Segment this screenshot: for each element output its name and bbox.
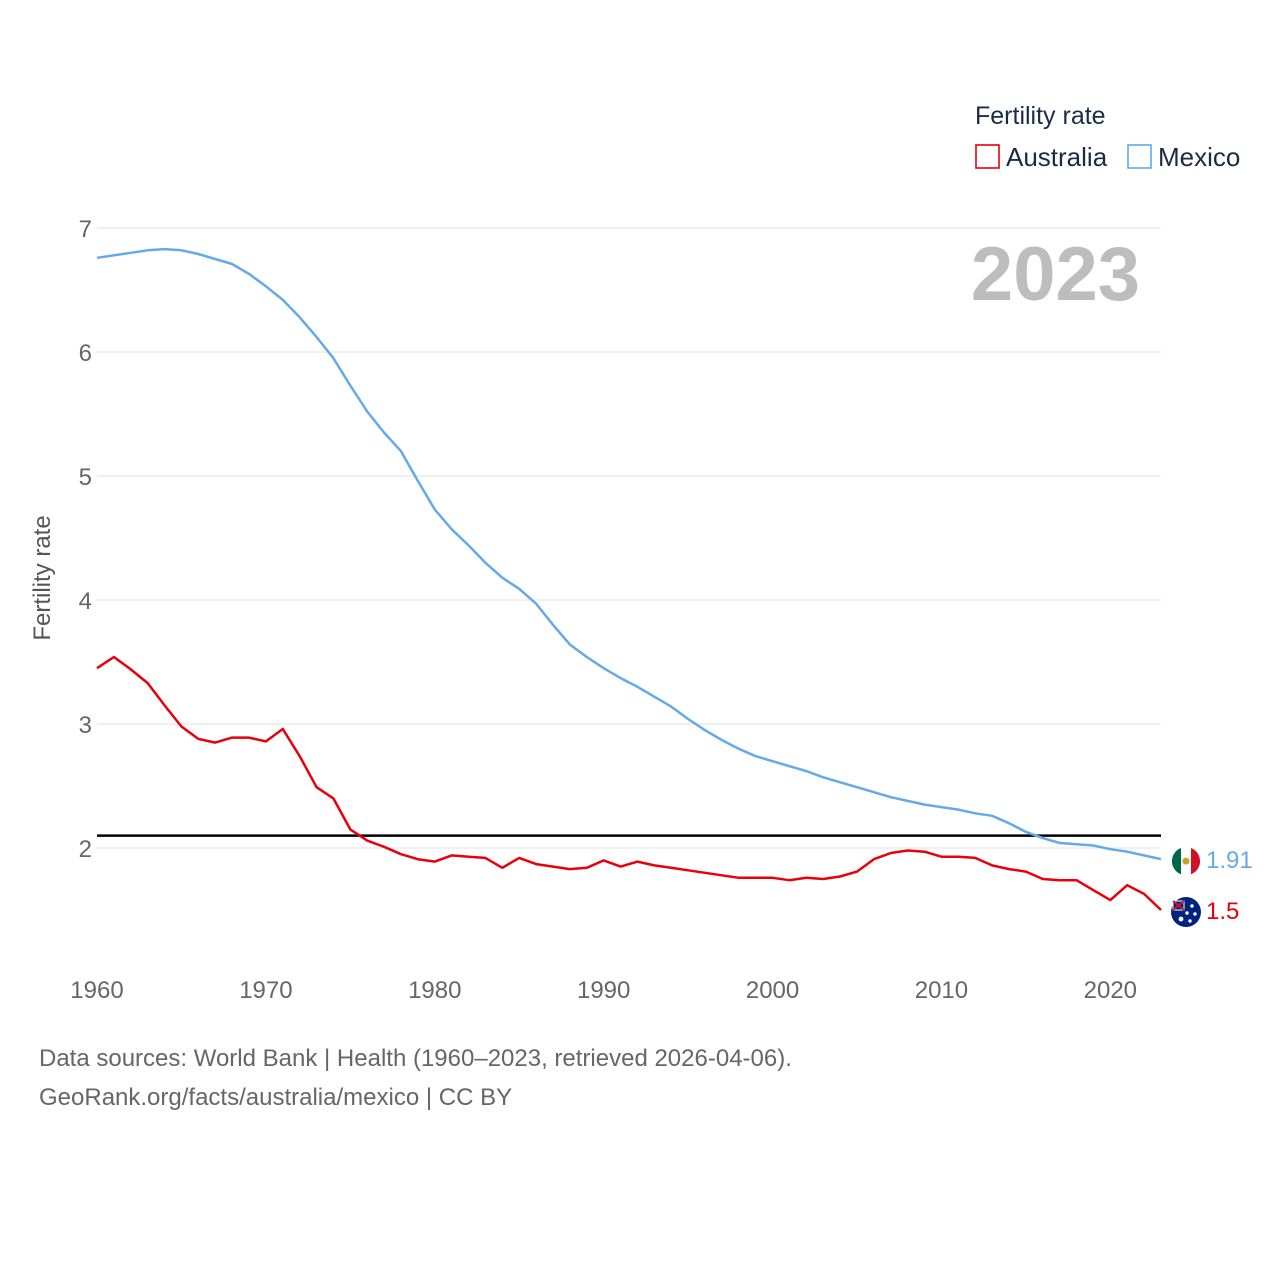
legend[interactable]: Fertility rate Australia Mexico xyxy=(975,102,1240,172)
mexico-flag-emblem xyxy=(1182,857,1190,865)
legend-item-mexico[interactable]: Mexico xyxy=(1127,142,1240,172)
legend-swatch-australia xyxy=(975,144,1000,169)
australia-flag-star xyxy=(1188,919,1192,923)
data-source-note: Data sources: World Bank | Health (1960–… xyxy=(39,1045,792,1072)
mexico-flag-red xyxy=(1191,848,1201,875)
australia-flag-star xyxy=(1178,916,1184,922)
end-value-label-mexico: 1.91 xyxy=(1206,847,1253,874)
x-tick-label: 1980 xyxy=(408,977,461,1004)
year-label: 2023 xyxy=(971,232,1140,317)
y-tick-label: 3 xyxy=(79,712,92,739)
australia-flag-cross xyxy=(1172,900,1185,911)
australia-flag-star xyxy=(1190,904,1194,908)
series-line-mexico xyxy=(96,247,1162,861)
y-tick-label: 5 xyxy=(79,464,92,491)
legend-label-mexico: Mexico xyxy=(1158,142,1240,172)
legend-item-australia[interactable]: Australia xyxy=(975,142,1108,172)
australia-flag-star xyxy=(1185,911,1189,915)
x-tick-label: 1990 xyxy=(577,977,630,1004)
x-tick-label: 2020 xyxy=(1084,977,1137,1004)
legend-label-australia: Australia xyxy=(1006,142,1108,172)
australia-flag-icon xyxy=(1171,897,1201,927)
legend-title: Fertility rate xyxy=(975,102,1106,130)
y-axis-title: Fertility rate xyxy=(29,515,56,640)
y-tick-label: 6 xyxy=(79,340,92,367)
mexico-flag-icon xyxy=(1171,847,1201,876)
australia-flag-star xyxy=(1193,912,1197,916)
y-tick-label: 7 xyxy=(79,216,92,243)
x-tick-label: 2010 xyxy=(915,977,968,1004)
credit-link[interactable]: GeoRank.org/facts/australia/mexico | CC … xyxy=(39,1084,513,1111)
series-end-markers: 1.5 1.91 xyxy=(1171,847,1253,927)
gridlines xyxy=(97,227,1161,849)
x-axis-ticks: 1960 1970 1980 1990 2000 2010 2020 xyxy=(70,977,1137,1004)
mexico-flag-green xyxy=(1171,848,1181,875)
y-axis-ticks: 2 3 4 5 6 7 xyxy=(79,216,92,863)
legend-swatch-mexico xyxy=(1127,144,1152,169)
y-tick-label: 2 xyxy=(79,836,92,863)
series-lines xyxy=(96,247,1162,911)
x-tick-label: 1970 xyxy=(239,977,292,1004)
end-value-label-australia: 1.5 xyxy=(1206,898,1239,925)
x-tick-label: 1960 xyxy=(70,977,123,1004)
y-tick-label: 4 xyxy=(79,588,92,615)
series-line-australia xyxy=(96,655,1162,911)
x-tick-label: 2000 xyxy=(746,977,799,1004)
